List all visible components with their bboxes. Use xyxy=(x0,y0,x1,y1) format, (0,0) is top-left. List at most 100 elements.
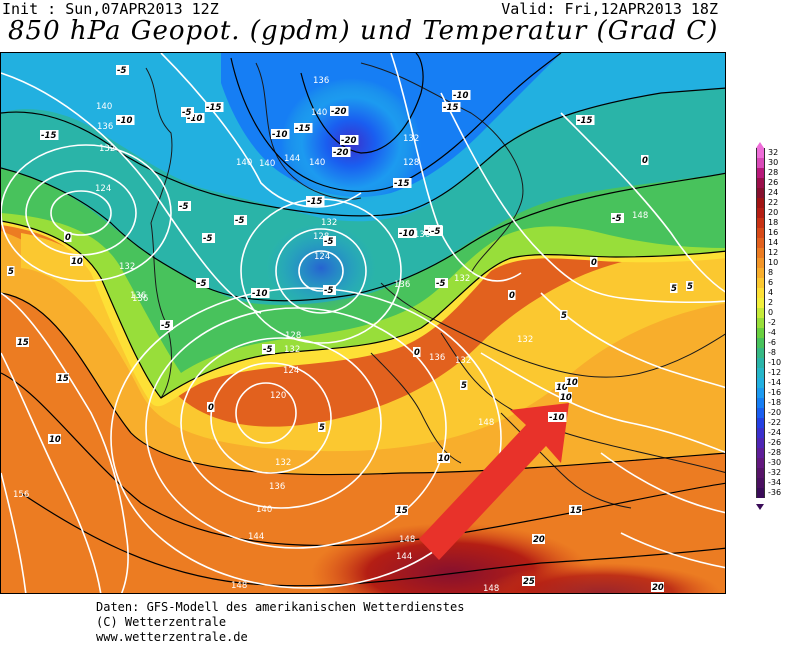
temperature-label-box xyxy=(576,115,595,125)
temperature-label: -10 xyxy=(272,130,287,140)
legend-swatch xyxy=(756,158,765,168)
geopotential-label: 140 xyxy=(259,159,275,169)
geopotential-label: 120 xyxy=(270,391,286,401)
credit-copyright: (C) Wetterzentrale xyxy=(96,615,227,629)
legend-label: 22 xyxy=(768,198,779,207)
temperature-label: 5 xyxy=(687,282,693,292)
temperature-label-box xyxy=(560,310,568,320)
temperature-label: -5 xyxy=(161,321,171,331)
geopotential-label: 132 xyxy=(284,345,300,355)
legend-entry: -32 xyxy=(754,468,790,478)
temperature-label: -15 xyxy=(41,131,56,141)
temperature-label-box xyxy=(251,288,270,298)
temperature-label-box xyxy=(306,196,325,206)
geopotential-label: 136 xyxy=(130,291,146,301)
temperature-label-box xyxy=(435,278,448,288)
temperature-label-box xyxy=(323,236,336,246)
geopotential-label: 132 xyxy=(275,458,291,468)
legend-entry: -24 xyxy=(754,428,790,438)
temperature-label: 15 xyxy=(57,374,69,384)
geopotential-label: 148 xyxy=(231,581,247,591)
temperature-label-box xyxy=(460,380,468,390)
temperature-label-box xyxy=(116,65,129,75)
legend-swatch xyxy=(756,408,765,418)
temperature-label-box xyxy=(452,90,471,100)
temperature-label: 25 xyxy=(523,577,535,587)
temperature-label: 0 xyxy=(509,291,515,301)
legend-swatch xyxy=(756,368,765,378)
temperature-label-box xyxy=(160,320,173,330)
legend-swatch xyxy=(756,308,765,318)
legend-swatch xyxy=(756,238,765,248)
highlight-arrow xyxy=(419,403,569,560)
temperature-label: -5 xyxy=(431,227,441,237)
temperature-label-box xyxy=(323,285,336,295)
temperature-label: 10 xyxy=(556,383,568,393)
geopotential-label: 136 xyxy=(429,353,445,363)
temperature-label-box xyxy=(565,377,578,387)
legend-label: 8 xyxy=(768,268,774,277)
legend-label: -2 xyxy=(768,318,776,327)
temperature-label: -5 xyxy=(117,66,127,76)
geopotential-label: 144 xyxy=(248,532,264,542)
legend-entry: -30 xyxy=(754,458,790,468)
temperature-label-box xyxy=(340,135,359,145)
legend-label: -26 xyxy=(768,438,782,447)
geopotential-label: 148 xyxy=(632,211,648,221)
credit-url: www.wetterzentrale.de xyxy=(96,630,248,644)
legend-entry: -22 xyxy=(754,418,790,428)
temperature-label: 15 xyxy=(396,506,408,516)
temperature-label: 0 xyxy=(414,348,420,358)
legend-entry: -6 xyxy=(754,338,790,348)
legend-entry: 26 xyxy=(754,178,790,188)
geopotential-label: 128 xyxy=(313,232,329,242)
valid-time-label: Valid: Fri,12APR2013 18Z xyxy=(501,0,718,18)
temperature-label: -10 xyxy=(252,289,267,299)
temperature-label-box xyxy=(48,434,61,444)
legend-bottom-cap xyxy=(756,504,764,510)
legend-swatch xyxy=(756,298,765,308)
legend-entry: -36 xyxy=(754,488,790,498)
temperature-label: 5 xyxy=(8,267,14,277)
legend-entry: -16 xyxy=(754,388,790,398)
legend-swatch xyxy=(756,168,765,178)
legend-label: 10 xyxy=(768,258,779,267)
legend-entry: 22 xyxy=(754,198,790,208)
legend-entry: -12 xyxy=(754,368,790,378)
legend-label: -22 xyxy=(768,418,782,427)
temperature-label-box xyxy=(16,337,29,347)
weather-map: 136 140 136 132 140 144 140 140 132 128 124 132 128 1… xyxy=(0,52,726,594)
temperature-label: 10 xyxy=(49,435,61,445)
temperature-label-box xyxy=(271,129,290,139)
temperature-label-box xyxy=(555,382,568,392)
temperature-label: 20 xyxy=(652,583,664,593)
legend-label: 20 xyxy=(768,208,779,217)
geopotential-label: 144 xyxy=(396,552,412,562)
temperature-label: 0 xyxy=(591,258,597,268)
credit-source: Daten: GFS-Modell des amerikanischen Wet… xyxy=(96,600,465,614)
temperature-label-layer: -5 -15 -10 -10 -15 -5 -20 -20 -10 -15 -15 -10 -15 -15… xyxy=(7,65,694,593)
temperature-label: -15 xyxy=(295,124,310,134)
temperature-label-box xyxy=(532,534,545,544)
temperature-label: 10 xyxy=(438,454,450,464)
legend-label: -14 xyxy=(768,378,782,387)
legend-swatch xyxy=(756,178,765,188)
temperature-label-box xyxy=(651,582,664,592)
temperature-label-box xyxy=(70,256,83,266)
temperature-label: 5 xyxy=(461,381,467,391)
geopotential-label: 140 xyxy=(256,505,272,515)
geopotential-label: 148 xyxy=(478,418,494,428)
temperature-label: -15 xyxy=(394,179,409,189)
legend-label: -32 xyxy=(768,468,782,477)
temperature-label-box xyxy=(330,106,349,116)
temperature-label: -5 xyxy=(197,279,207,289)
geopotential-label: 128 xyxy=(285,331,301,341)
temperature-label-box xyxy=(430,226,443,236)
legend-swatch xyxy=(756,148,765,158)
legend-entry: -26 xyxy=(754,438,790,448)
temperature-label: -10 xyxy=(117,116,132,126)
temperature-label: 0 xyxy=(642,156,648,166)
legend-label: -20 xyxy=(768,408,782,417)
legend-entry: 2 xyxy=(754,298,790,308)
geopotential-label: 132 xyxy=(99,144,115,154)
